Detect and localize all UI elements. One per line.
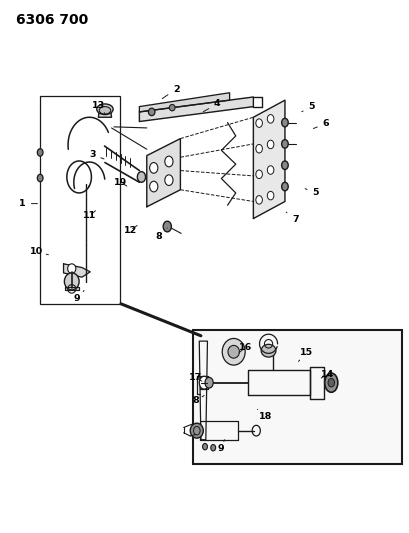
Ellipse shape bbox=[255, 170, 262, 179]
Ellipse shape bbox=[204, 377, 213, 388]
Text: 19: 19 bbox=[114, 178, 127, 187]
Text: 5: 5 bbox=[301, 102, 314, 112]
Polygon shape bbox=[139, 93, 229, 112]
Text: 11: 11 bbox=[83, 211, 96, 220]
Text: 18: 18 bbox=[257, 409, 272, 421]
Polygon shape bbox=[309, 367, 323, 399]
Text: 3: 3 bbox=[89, 150, 104, 159]
Ellipse shape bbox=[324, 373, 337, 392]
Ellipse shape bbox=[163, 221, 171, 232]
Ellipse shape bbox=[255, 119, 262, 127]
Text: 1: 1 bbox=[19, 199, 37, 208]
Ellipse shape bbox=[255, 196, 262, 204]
Polygon shape bbox=[139, 97, 253, 122]
Text: 5: 5 bbox=[304, 189, 318, 197]
Ellipse shape bbox=[37, 149, 43, 156]
Ellipse shape bbox=[97, 104, 113, 115]
Text: 12: 12 bbox=[124, 225, 137, 235]
Ellipse shape bbox=[281, 182, 288, 191]
Polygon shape bbox=[200, 376, 208, 389]
Ellipse shape bbox=[149, 181, 157, 192]
Polygon shape bbox=[146, 139, 180, 207]
Ellipse shape bbox=[164, 156, 173, 167]
Polygon shape bbox=[65, 287, 79, 290]
Ellipse shape bbox=[281, 118, 288, 127]
Text: 14: 14 bbox=[320, 370, 333, 378]
Text: 10: 10 bbox=[30, 247, 48, 256]
Text: 16: 16 bbox=[238, 343, 251, 353]
Text: 15: 15 bbox=[298, 349, 312, 361]
Text: 6: 6 bbox=[312, 119, 328, 128]
Text: 8: 8 bbox=[192, 395, 204, 405]
Ellipse shape bbox=[281, 161, 288, 169]
Ellipse shape bbox=[255, 144, 262, 153]
Ellipse shape bbox=[267, 191, 273, 200]
Polygon shape bbox=[63, 264, 90, 277]
Ellipse shape bbox=[99, 107, 110, 114]
Ellipse shape bbox=[37, 174, 43, 182]
Ellipse shape bbox=[202, 443, 207, 450]
Text: 4: 4 bbox=[203, 100, 220, 111]
Ellipse shape bbox=[64, 273, 79, 290]
Ellipse shape bbox=[210, 445, 215, 451]
Ellipse shape bbox=[190, 423, 203, 438]
Ellipse shape bbox=[267, 166, 273, 174]
Ellipse shape bbox=[222, 338, 245, 365]
Ellipse shape bbox=[267, 115, 273, 123]
Text: 9: 9 bbox=[74, 290, 84, 303]
Bar bbox=[192, 330, 401, 464]
Ellipse shape bbox=[261, 344, 275, 357]
Ellipse shape bbox=[169, 104, 175, 111]
Text: 9: 9 bbox=[217, 440, 224, 453]
Polygon shape bbox=[253, 100, 284, 219]
Ellipse shape bbox=[327, 378, 334, 387]
Polygon shape bbox=[247, 370, 309, 395]
Ellipse shape bbox=[199, 376, 209, 389]
Ellipse shape bbox=[164, 175, 173, 185]
Bar bbox=[40, 96, 120, 304]
Ellipse shape bbox=[148, 108, 155, 116]
Text: 13: 13 bbox=[92, 101, 106, 115]
Text: 7: 7 bbox=[285, 212, 298, 224]
Text: 6306 700: 6306 700 bbox=[16, 13, 88, 27]
Text: 17: 17 bbox=[189, 373, 202, 382]
Ellipse shape bbox=[149, 163, 157, 173]
Ellipse shape bbox=[227, 345, 239, 358]
Polygon shape bbox=[200, 421, 237, 440]
Ellipse shape bbox=[67, 264, 76, 273]
Polygon shape bbox=[199, 341, 207, 440]
Polygon shape bbox=[98, 111, 111, 117]
Text: 2: 2 bbox=[162, 85, 179, 99]
Ellipse shape bbox=[281, 140, 288, 148]
Ellipse shape bbox=[267, 140, 273, 149]
Ellipse shape bbox=[137, 172, 145, 182]
Text: 8: 8 bbox=[155, 228, 167, 241]
